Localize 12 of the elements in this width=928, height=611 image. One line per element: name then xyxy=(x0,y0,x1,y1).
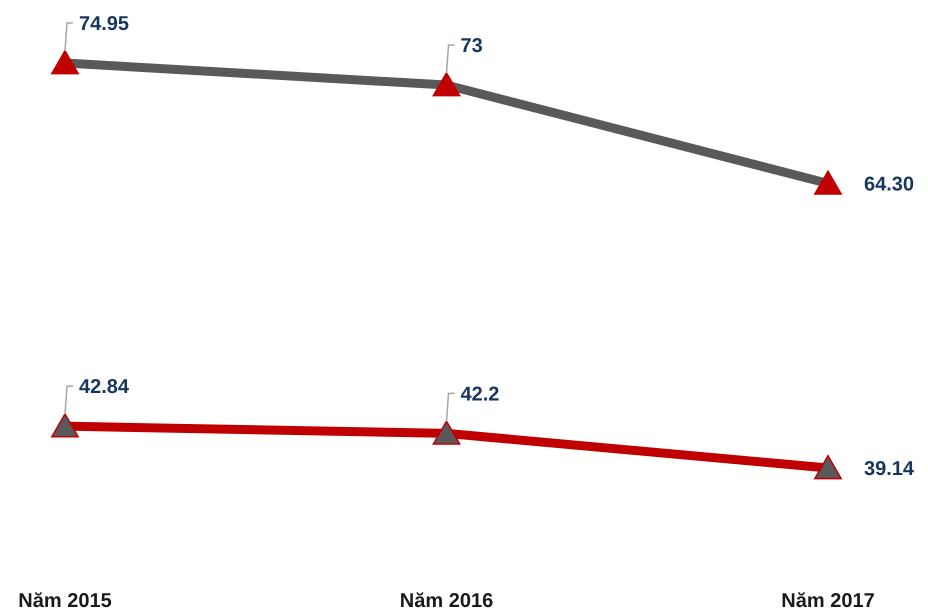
x-tick-label: Năm 2016 xyxy=(400,590,494,611)
point xyxy=(51,413,79,438)
point xyxy=(814,455,842,480)
data-label: 39.14 xyxy=(864,458,915,480)
data-label: 64.30 xyxy=(864,173,914,196)
data-label: 73 xyxy=(460,35,483,58)
point xyxy=(432,420,460,445)
x-tick-label: Năm 2017 xyxy=(781,590,875,611)
data-label: 42.2 xyxy=(460,383,500,406)
x-tick-label: Năm 2015 xyxy=(18,590,112,611)
data-label: 74.95 xyxy=(79,13,130,35)
data-label: 42.84 xyxy=(79,376,130,398)
